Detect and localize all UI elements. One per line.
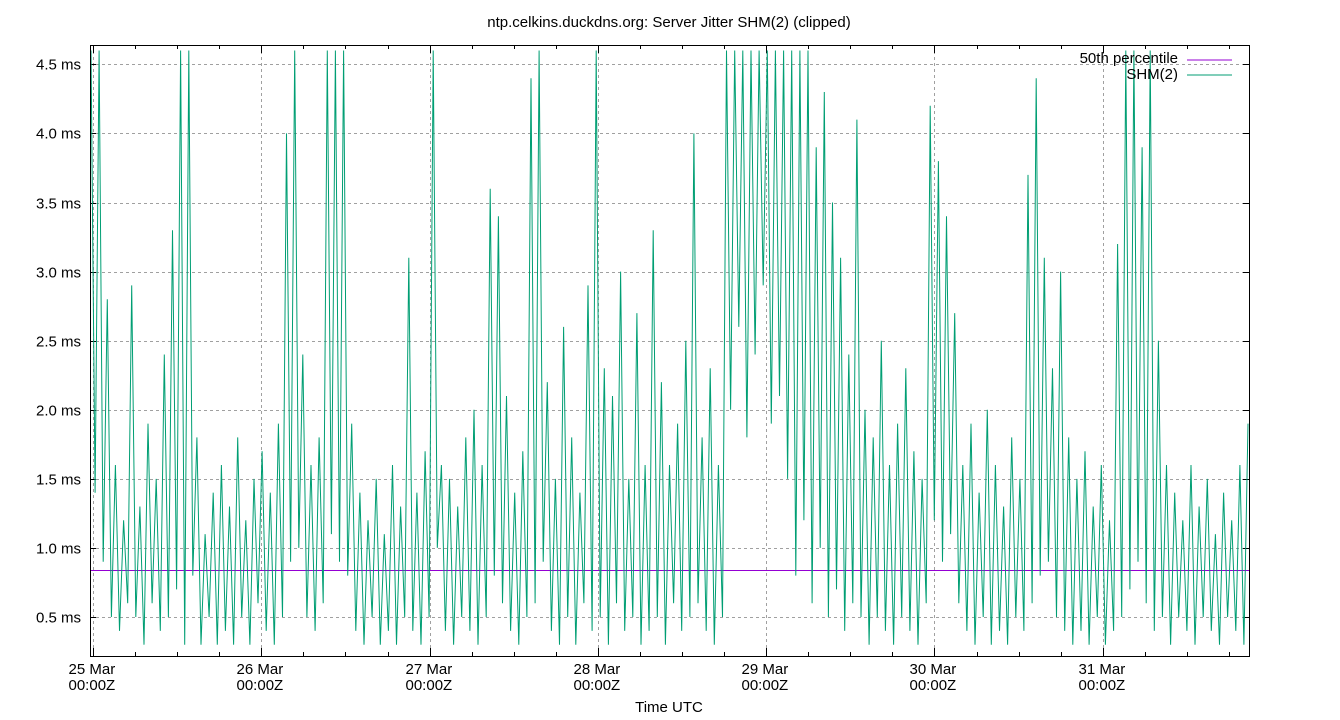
y-axis: 0.5 ms 1.0 ms 1.5 ms 2.0 ms 2.5 ms 3.0 ms 3.5 … (36, 57, 1249, 627)
legend: 50th percentile SHM(2) (1080, 50, 1232, 83)
x-tick-label-time: 00:00Z (237, 677, 284, 694)
x-axis-label: Time UTC (635, 699, 703, 716)
y-tick-label: 0.5 ms (36, 610, 81, 627)
x-tick-label-date: 27 Mar (406, 661, 453, 678)
x-tick-label-date: 31 Mar (1079, 661, 1126, 678)
y-tick-label: 4.0 ms (36, 126, 81, 143)
y-tick-label: 3.0 ms (36, 265, 81, 282)
y-tick-label: 2.5 ms (36, 334, 81, 351)
y-tick-label: 1.0 ms (36, 541, 81, 558)
x-tick-label-time: 00:00Z (1079, 677, 1126, 694)
x-tick-label-time: 00:00Z (574, 677, 621, 694)
legend-label-shm2: SHM(2) (1126, 66, 1178, 83)
shm2-series-line (90, 50, 1249, 645)
x-tick-label-date: 28 Mar (574, 661, 621, 678)
x-tick-label-date: 29 Mar (742, 661, 789, 678)
y-tick-label: 2.0 ms (36, 403, 81, 420)
x-tick-label-time: 00:00Z (742, 677, 789, 694)
y-tick-label: 1.5 ms (36, 472, 81, 489)
chart-title: ntp.celkins.duckdns.org: Server Jitter S… (487, 14, 850, 31)
x-tick-label-date: 26 Mar (237, 661, 284, 678)
x-tick-label-time: 00:00Z (406, 677, 453, 694)
x-tick-label-time: 00:00Z (69, 677, 116, 694)
x-tick-label-date: 30 Mar (910, 661, 957, 678)
y-tick-label: 4.5 ms (36, 57, 81, 74)
x-tick-label-date: 25 Mar (69, 661, 116, 678)
plot-border (90, 45, 1250, 657)
x-tick-label-time: 00:00Z (910, 677, 957, 694)
y-tick-label: 3.5 ms (36, 196, 81, 213)
legend-label-median: 50th percentile (1080, 50, 1178, 67)
